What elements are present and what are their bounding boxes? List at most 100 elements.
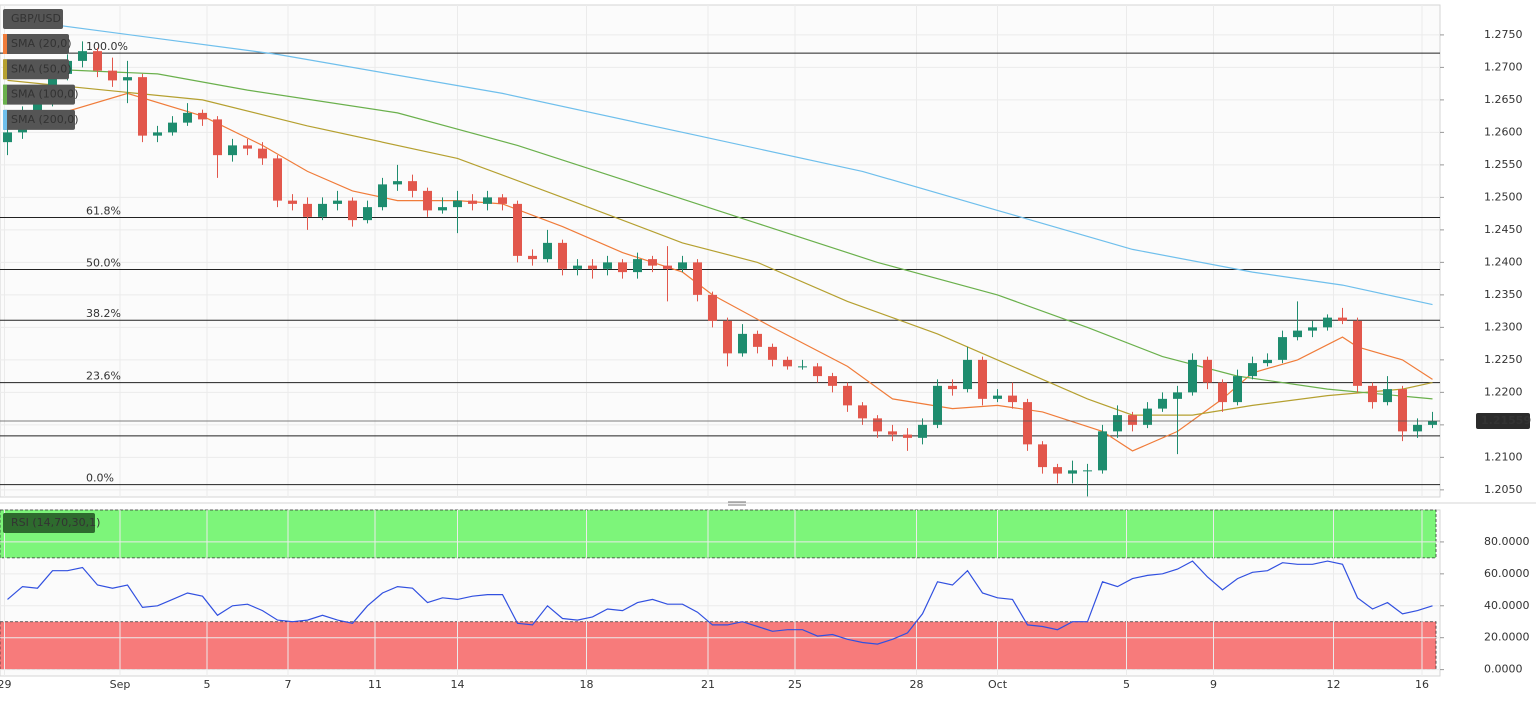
- y-tick-label: 1.2100: [1484, 450, 1523, 463]
- fib-label: 23.6%: [86, 370, 121, 383]
- candle-body: [513, 203, 522, 256]
- y-tick-label: 1.2300: [1484, 320, 1523, 333]
- candle-body: [333, 200, 342, 204]
- candle-body: [1368, 385, 1377, 403]
- candle-body: [243, 145, 252, 149]
- candle-body: [618, 262, 627, 273]
- candle-body: [648, 259, 657, 266]
- legend-label: GBP/USD: [11, 12, 61, 25]
- candle-body: [573, 265, 582, 269]
- last-price-box: [1476, 413, 1530, 430]
- candle-body: [963, 359, 972, 390]
- x-tick-label: 18: [580, 678, 594, 691]
- y-tick-label: 1.2050: [1484, 483, 1523, 496]
- last-price-label: 1.21559: [1481, 414, 1531, 427]
- y-tick-label: 1.2500: [1484, 190, 1523, 203]
- candle-body: [1323, 317, 1332, 328]
- candle-body: [1338, 317, 1347, 321]
- candle-body: [798, 366, 807, 368]
- candle-body: [318, 203, 327, 217]
- legend-swatch: [3, 109, 7, 130]
- y-tick-label: 1.2450: [1484, 223, 1523, 236]
- legend-label: SMA (200,0): [11, 113, 79, 126]
- y-tick-label: 1.2350: [1484, 288, 1523, 301]
- candle-body: [828, 376, 837, 386]
- candle-body: [873, 418, 882, 432]
- candle-body: [783, 359, 792, 367]
- x-tick-label: 5: [1123, 678, 1130, 691]
- candle-body: [888, 431, 897, 435]
- y-tick-label: 1.2200: [1484, 385, 1523, 398]
- candle-body: [1248, 363, 1257, 377]
- x-tick-label: 14: [451, 678, 465, 691]
- y-tick-label: 1.2550: [1484, 158, 1523, 171]
- fib-label: 100.0%: [86, 40, 128, 53]
- y-tick-label: 80.0000: [1484, 535, 1530, 548]
- candle-body: [1038, 444, 1047, 468]
- candle-body: [378, 184, 387, 208]
- y-tick-label: 1.2650: [1484, 93, 1523, 106]
- sma-line: [7, 79, 1433, 416]
- candle-body: [1068, 470, 1077, 474]
- candle-body: [558, 242, 567, 269]
- candle-body: [903, 434, 912, 438]
- candle-body: [813, 366, 822, 377]
- legend-box: [3, 84, 75, 105]
- candle-body: [1098, 431, 1107, 471]
- x-tick-label: 5: [204, 678, 211, 691]
- candle-body: [348, 200, 357, 221]
- candle-body: [1293, 330, 1302, 338]
- fib-label: 0.0%: [86, 472, 114, 485]
- candle-body: [1143, 408, 1152, 425]
- candle-body: [1263, 359, 1272, 364]
- x-tick-label: Sep: [110, 678, 131, 691]
- candle-body: [1053, 467, 1062, 474]
- candle-body: [198, 112, 207, 120]
- candle-body: [528, 255, 537, 260]
- candle-body: [1233, 376, 1242, 403]
- candle-body: [288, 200, 297, 204]
- y-tick-label: 0.0000: [1484, 663, 1523, 676]
- candle-body: [498, 197, 507, 204]
- candle-body: [258, 148, 267, 159]
- candle-body: [1398, 389, 1407, 432]
- candle-body: [633, 259, 642, 273]
- candle-body: [228, 145, 237, 156]
- candle-body: [768, 346, 777, 360]
- x-tick-label: Oct: [988, 678, 1008, 691]
- x-tick-label: 29: [0, 678, 12, 691]
- candle-body: [843, 385, 852, 406]
- candle-body: [1113, 415, 1122, 432]
- y-tick-label: 40.0000: [1484, 599, 1530, 612]
- legend-swatch: [3, 34, 7, 54]
- x-tick-label: 7: [285, 678, 292, 691]
- candle-body: [213, 119, 222, 156]
- candle-body: [153, 132, 162, 136]
- sma-line: [7, 66, 1433, 400]
- candle-body: [1383, 389, 1392, 403]
- legend-swatch: [3, 59, 7, 80]
- candle-body: [603, 262, 612, 269]
- candle-body: [993, 395, 1002, 399]
- candle-body: [693, 262, 702, 295]
- candle-body: [423, 190, 432, 211]
- legend-box: [3, 109, 75, 130]
- candle-body: [1173, 392, 1182, 399]
- candle-body: [408, 181, 417, 191]
- x-tick-label: 16: [1415, 678, 1429, 691]
- x-tick-label: 9: [1210, 678, 1217, 691]
- candle-body: [753, 333, 762, 347]
- candle-body: [723, 320, 732, 354]
- legend-box: [3, 59, 69, 80]
- candle-body: [1428, 420, 1437, 425]
- candle-body: [663, 265, 672, 269]
- rsi-band: [0, 621, 1437, 671]
- candle-body: [453, 200, 462, 208]
- candle-body: [303, 203, 312, 217]
- sma-line: [7, 92, 1433, 452]
- x-tick-label: 21: [701, 678, 715, 691]
- rsi-band: [0, 509, 1437, 559]
- candle-body: [1188, 359, 1197, 393]
